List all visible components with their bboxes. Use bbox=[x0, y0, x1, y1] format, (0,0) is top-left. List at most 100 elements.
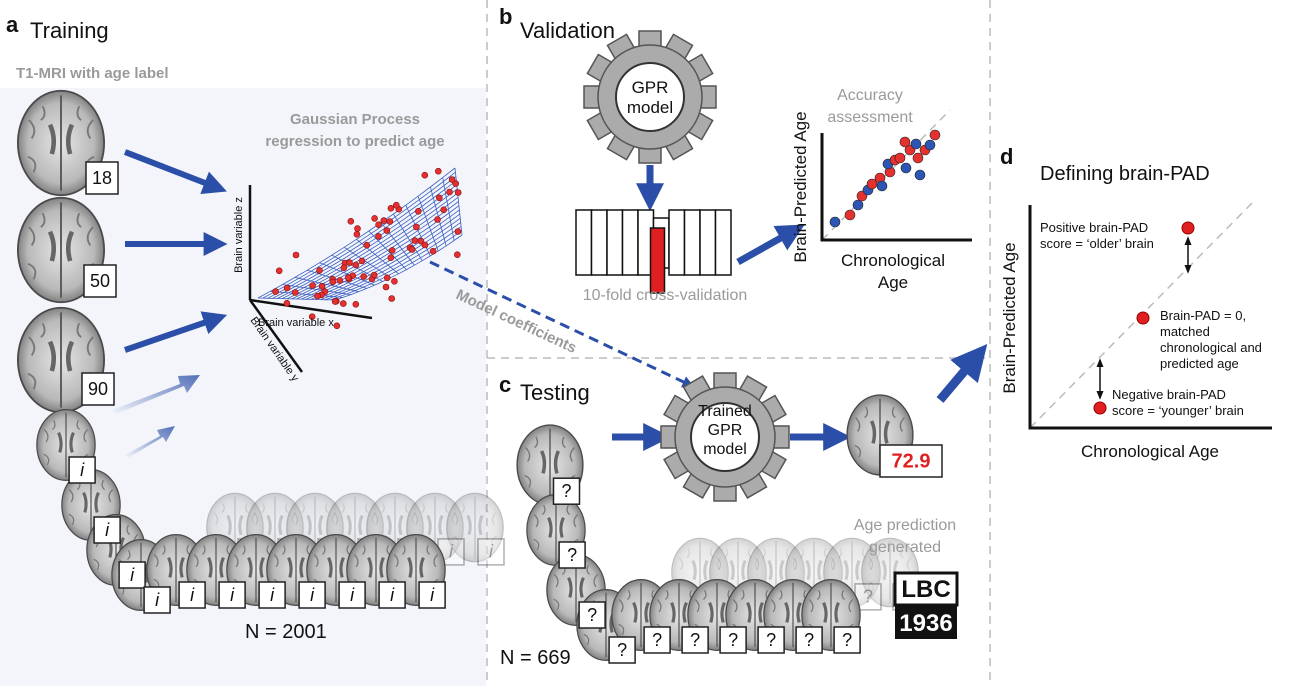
gear bbox=[660, 372, 790, 502]
sample-dot bbox=[340, 264, 348, 272]
sample-dot bbox=[283, 284, 291, 292]
unknown-label: ? bbox=[728, 630, 738, 650]
sample-dot bbox=[344, 274, 352, 281]
sample-dot bbox=[408, 246, 416, 253]
cv-label: 10-fold cross-validation bbox=[583, 287, 748, 304]
fold bbox=[683, 209, 701, 276]
annotation: Positive brain-PAD bbox=[1040, 220, 1148, 235]
label-box bbox=[757, 626, 785, 654]
panel-letter: a bbox=[6, 12, 19, 37]
panel-letter: c bbox=[499, 372, 511, 397]
label-box bbox=[643, 626, 671, 654]
label-box bbox=[378, 581, 406, 609]
validation-dot bbox=[852, 199, 864, 211]
brains bbox=[18, 91, 104, 413]
panel-title: Defining brain-PAD bbox=[1040, 163, 1210, 185]
sample-dot bbox=[386, 218, 394, 225]
unknown-label: ? bbox=[617, 640, 627, 660]
sample-dot bbox=[283, 299, 291, 307]
sample-dot bbox=[421, 241, 429, 249]
label-box bbox=[795, 626, 823, 654]
validation-dot bbox=[844, 209, 856, 221]
fold bbox=[590, 209, 608, 276]
sample-dot bbox=[434, 216, 441, 223]
arrow bbox=[936, 343, 988, 403]
validation-dot bbox=[829, 216, 841, 228]
label-box bbox=[218, 581, 246, 609]
sample-dot bbox=[292, 251, 300, 259]
arrow bbox=[736, 224, 805, 266]
sample-size: N = 669 bbox=[500, 647, 571, 669]
label-box bbox=[85, 161, 119, 195]
sample-dot bbox=[388, 247, 396, 254]
subtitle: T1-MRI with age label bbox=[16, 65, 169, 82]
validation-dot bbox=[894, 152, 906, 164]
sample-dot bbox=[316, 267, 323, 274]
unknown-label: ? bbox=[690, 630, 700, 650]
panel-title: Testing bbox=[520, 380, 590, 405]
sample-dot bbox=[336, 277, 344, 284]
unknown-label: i bbox=[430, 585, 435, 605]
sample-dot bbox=[414, 208, 422, 215]
point bbox=[1181, 221, 1195, 235]
unknown-label: i bbox=[270, 585, 275, 605]
annotation: Negative brain-PAD bbox=[1112, 387, 1226, 402]
sample-dot bbox=[382, 283, 390, 291]
sample-dot bbox=[434, 167, 442, 175]
prediction: 72.9 bbox=[892, 450, 931, 472]
mesh-line bbox=[334, 234, 463, 301]
annotation: predicted age bbox=[1160, 356, 1239, 371]
sample-dot bbox=[454, 228, 462, 235]
panel-title: Validation bbox=[520, 18, 615, 43]
sample-dot bbox=[454, 189, 462, 196]
fold bbox=[606, 209, 624, 276]
gear-label: model bbox=[703, 441, 747, 458]
mesh-line bbox=[301, 205, 460, 300]
unknown-label: i bbox=[190, 585, 195, 605]
sample-dot bbox=[272, 288, 279, 295]
sample-size: N = 2001 bbox=[245, 621, 327, 643]
axes bbox=[1028, 205, 1272, 430]
point bbox=[1136, 311, 1150, 325]
mesh-line bbox=[305, 209, 460, 300]
unknown-label: ? bbox=[567, 545, 577, 565]
axes bbox=[820, 133, 972, 242]
mesh-line bbox=[454, 167, 463, 236]
gear-label: Trained bbox=[698, 403, 752, 420]
axis-label: Brain-Predicted Age bbox=[791, 111, 810, 262]
sample-dot bbox=[309, 282, 316, 289]
sample-dot bbox=[375, 233, 382, 240]
axis-label: Brain variable z bbox=[233, 197, 245, 273]
logo-bottom bbox=[895, 605, 957, 639]
gear-label: GPR bbox=[632, 78, 669, 97]
sample-dot bbox=[392, 201, 400, 209]
regression-plot bbox=[248, 167, 463, 373]
fold bbox=[575, 209, 593, 276]
sample-dot bbox=[291, 289, 299, 296]
sample-dot bbox=[435, 194, 443, 202]
annotation: Brain-PAD = 0, bbox=[1160, 308, 1246, 323]
unknown-label: i bbox=[230, 585, 235, 605]
validation-dot bbox=[900, 162, 912, 174]
unknown-label: ? bbox=[842, 630, 852, 650]
sample-dot bbox=[452, 180, 460, 187]
label-box bbox=[477, 538, 505, 566]
faded-arrow bbox=[125, 426, 175, 458]
label-box bbox=[558, 541, 586, 569]
sample-dot bbox=[440, 206, 448, 214]
method: Gaussian Process bbox=[290, 111, 420, 128]
validation-dot bbox=[914, 169, 926, 181]
sample-dot bbox=[329, 278, 337, 286]
label-box bbox=[552, 477, 581, 505]
test-fold bbox=[649, 227, 666, 294]
sample-dot bbox=[308, 313, 316, 321]
axis-label: Brain-Predicted Age bbox=[1000, 242, 1019, 393]
annotation: chronological and bbox=[1160, 340, 1262, 355]
logo-text: 1936 bbox=[899, 610, 952, 637]
cascade: iiiiiiiiiiiiiiiiii bbox=[37, 410, 505, 614]
label-box bbox=[681, 626, 709, 654]
point bbox=[1093, 401, 1107, 415]
age-label: 50 bbox=[90, 271, 110, 291]
annotation: score = ‘younger’ brain bbox=[1112, 403, 1244, 418]
sample-dot bbox=[446, 188, 453, 196]
